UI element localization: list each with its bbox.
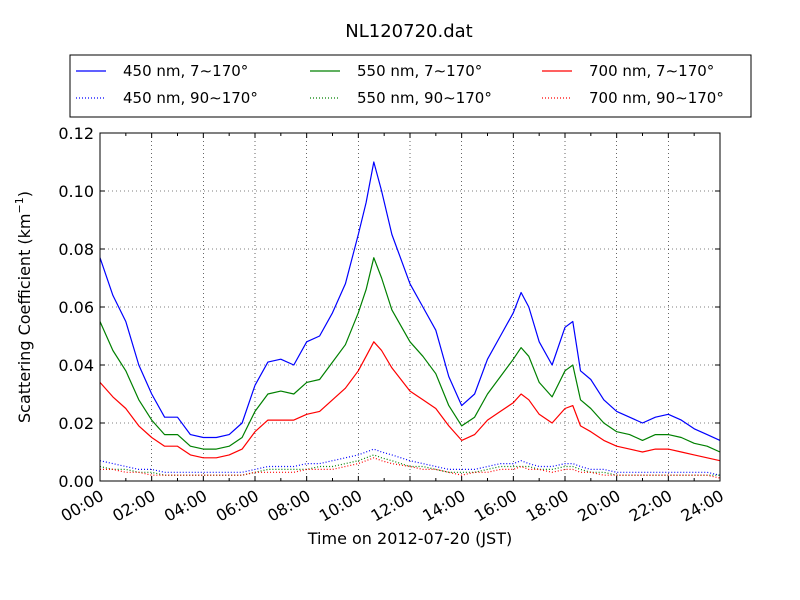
legend-label-1: 450 nm, 7∼170° xyxy=(123,62,248,80)
x-tick-label: 12:00 xyxy=(368,486,417,526)
series-line-1 xyxy=(99,161,721,441)
legend: 450 nm, 7∼170° 550 nm, 7∼170° 700 nm, 7∼17… xyxy=(69,54,752,118)
series-line-5 xyxy=(99,341,721,462)
x-tick-label: 08:00 xyxy=(264,486,313,526)
x-tick-label: 24:00 xyxy=(678,486,727,526)
legend-label-3: 550 nm, 7∼170° xyxy=(357,62,482,80)
legend-label-6: 700 nm, 90∼170° xyxy=(589,89,724,107)
y-tick-label: 0.12 xyxy=(58,124,94,143)
y-tick-label: 0.06 xyxy=(58,298,94,317)
x-tick-label: 18:00 xyxy=(523,486,572,526)
x-tick-label: 02:00 xyxy=(109,486,158,526)
y-axis-label-main: Scattering Coefficient (km xyxy=(15,213,34,423)
x-tick-label: 14:00 xyxy=(419,486,468,526)
x-tick-label: 04:00 xyxy=(161,486,210,526)
legend-label-5: 700 nm, 7∼170° xyxy=(589,62,714,80)
series-line-3 xyxy=(99,257,721,453)
chart-title: NL120720.dat xyxy=(345,21,472,42)
series-line-2 xyxy=(99,448,721,476)
y-tick-label: 0.08 xyxy=(58,240,94,259)
y-tick-label: 0.04 xyxy=(58,356,94,375)
series-line-6 xyxy=(100,457,721,479)
legend-label-2: 450 nm, 90∼170° xyxy=(123,89,258,107)
x-tick-label: 10:00 xyxy=(316,486,365,526)
legend-box xyxy=(69,54,752,118)
x-tick-label: 20:00 xyxy=(574,486,623,526)
x-tick-label: 06:00 xyxy=(213,486,262,526)
y-axis-label: Scattering Coefficient (km−1) xyxy=(13,191,34,423)
ticks-layer: 00:00 02:00 04:00 06:00 08:00 10:00 12:00 14:00… xyxy=(58,124,727,526)
y-axis-label-close: ) xyxy=(15,191,34,197)
series-line-4 xyxy=(99,454,720,476)
grid xyxy=(100,133,720,481)
legend-label-4: 550 nm, 90∼170° xyxy=(357,89,492,107)
x-tick-label: 00:00 xyxy=(58,486,107,526)
y-tick-label: 0.02 xyxy=(58,414,94,433)
x-tick-label: 16:00 xyxy=(471,486,520,526)
y-tick-label: 0.00 xyxy=(58,472,94,491)
x-tick-label: 22:00 xyxy=(626,486,675,526)
y-axis-label-sup: −1 xyxy=(13,197,26,213)
series-layer xyxy=(99,161,721,479)
x-axis-label: Time on 2012-07-20 (JST) xyxy=(307,529,512,548)
y-tick-label: 0.10 xyxy=(58,182,94,201)
